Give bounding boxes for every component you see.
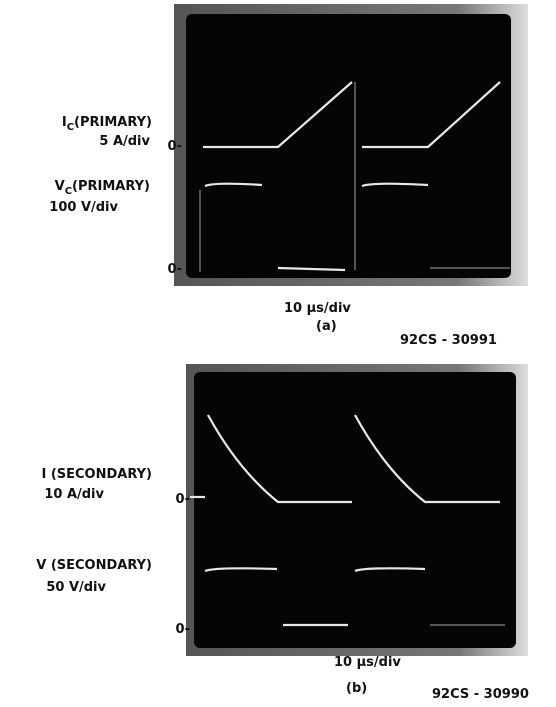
zero-marker: 0- <box>176 622 190 637</box>
time-scale: 10 µs/div <box>284 301 351 316</box>
figure-code: 92CS - 30990 <box>432 687 529 702</box>
trace-label: IC(PRIMARY) <box>62 115 152 133</box>
trace-scale: 50 V/div <box>46 580 106 595</box>
zero-marker: 0- <box>176 492 190 507</box>
caption: (b) <box>346 681 367 696</box>
caption: (a) <box>316 319 337 334</box>
trace-scale: 100 V/div <box>49 200 118 215</box>
scope-screen-a <box>174 4 528 286</box>
time-scale: 10 µs/div <box>334 655 401 670</box>
figure-code: 92CS - 30991 <box>400 333 497 348</box>
scope-screen-b <box>186 364 528 656</box>
trace-label: VC(PRIMARY) <box>55 179 150 197</box>
trace-label: I (SECONDARY) <box>41 467 152 482</box>
trace-scale: 10 A/div <box>44 487 104 502</box>
trace-label: V (SECONDARY) <box>36 558 152 573</box>
trace-scale: 5 A/div <box>99 134 150 149</box>
zero-marker: 0- <box>168 139 182 154</box>
zero-marker: 0- <box>168 262 182 277</box>
